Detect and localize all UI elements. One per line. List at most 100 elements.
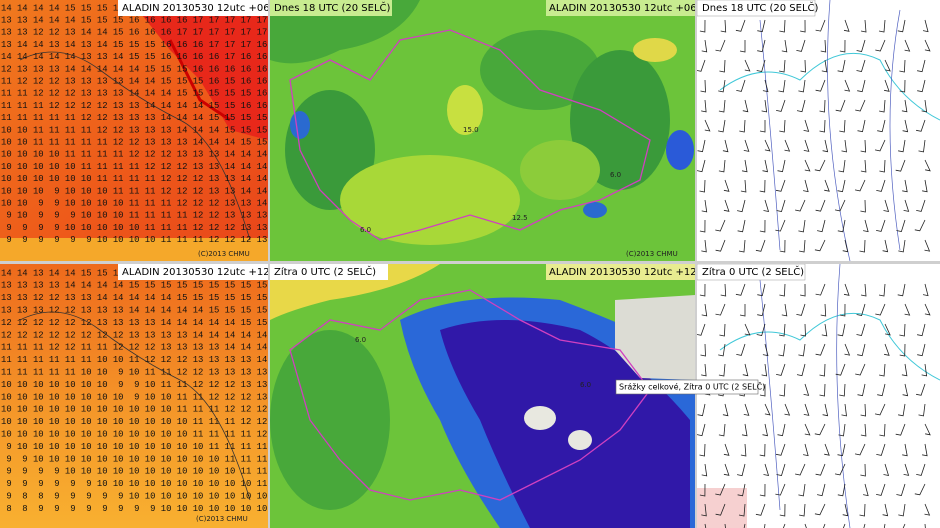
wind-barb	[759, 179, 766, 193]
wind-barb	[921, 99, 928, 113]
wind-barb	[715, 503, 726, 516]
wind-barb	[718, 423, 726, 437]
wind-barb	[860, 199, 866, 213]
wind-barb	[715, 219, 726, 232]
wind-barb	[795, 199, 806, 212]
wind-barb	[860, 463, 866, 477]
wind-barb	[883, 463, 890, 477]
wind-barb	[924, 503, 931, 516]
wind-barb	[918, 139, 926, 153]
wind-barb	[841, 403, 847, 417]
wind-barb	[701, 39, 708, 53]
wind-barb	[700, 79, 706, 93]
wind-barb	[701, 503, 707, 517]
contour-label: 6.0	[360, 226, 371, 234]
wind-barb	[744, 323, 751, 336]
grid-row: 13 13 14 14 14 15 15 15 16 16 16 16 17 1…	[1, 16, 267, 26]
wind-barb	[901, 99, 908, 113]
wind-barb	[759, 120, 766, 133]
wind-barb	[720, 19, 727, 33]
contour-label: 6.0	[610, 171, 621, 179]
grid-row: 11 11 11 11 11 11 10 10 11 12 12 12 13 1…	[1, 355, 267, 365]
wind-barb	[843, 19, 850, 32]
wind-barb	[859, 239, 866, 253]
wind-barb	[860, 283, 867, 297]
grid-row: 10 10 10 10 10 10 11 11 11 11 12 12 12 1…	[1, 174, 267, 184]
wind-barb	[700, 343, 706, 357]
wind-barb	[699, 483, 706, 497]
grid-row: 10 10 10 10 10 10 10 10 10 10 10 10 11 1…	[1, 430, 267, 440]
wind-barb	[718, 159, 726, 173]
wind-barb	[803, 179, 809, 193]
wind-barb	[876, 443, 886, 456]
wind-barb	[799, 503, 806, 517]
wind-barb	[839, 119, 846, 133]
wind-barb	[798, 219, 806, 233]
rain-area	[270, 330, 390, 510]
wind-barb	[762, 343, 769, 357]
wind-barb	[756, 323, 766, 336]
wind-barb	[899, 59, 906, 73]
wind-barb	[815, 463, 826, 476]
wind-barb	[879, 423, 886, 437]
wind-barb	[916, 119, 926, 132]
wind-barb	[755, 503, 766, 516]
wind-barb	[901, 363, 908, 377]
wind-barb	[854, 443, 866, 456]
wind-barb	[917, 343, 926, 357]
wind-barb	[843, 283, 850, 296]
wind-barb	[722, 403, 729, 417]
wind-barb	[697, 323, 706, 336]
wind-barb	[875, 39, 886, 52]
grid-row: 13 13 12 12 13 14 14 15 16 16 16 17 17 1…	[1, 28, 267, 38]
wind-barb	[879, 159, 886, 173]
wind-barb	[781, 39, 788, 53]
wind-barb	[841, 139, 847, 153]
wind-barb	[902, 383, 909, 397]
heat-area	[0, 238, 268, 261]
grid-row: 13 13 13 12 12 13 13 13 14 14 14 14 14 1…	[1, 306, 267, 316]
wind-barb	[776, 463, 786, 476]
wind-barb	[842, 239, 849, 253]
wind-barb	[701, 199, 708, 213]
wind-barb	[718, 363, 726, 377]
wind-barb	[895, 159, 906, 172]
wind-barb	[876, 179, 886, 192]
grid-row: 9 8 8 9 9 9 9 9 10 10 10 10 10 10 10 10 …	[1, 492, 267, 502]
wind-barb	[735, 283, 746, 296]
wind-barb	[822, 403, 829, 417]
isoline	[759, 0, 901, 261]
wind-barb	[798, 483, 806, 497]
wind-barb	[699, 179, 706, 193]
wind-barb	[878, 19, 886, 33]
grid-row: 8 8 9 9 9 9 9 9 9 9 10 10 10 10 10 10 10	[1, 504, 267, 514]
wind-barb	[884, 79, 890, 92]
panel-header: ALADIN 20130530 12utc +06h	[122, 3, 276, 14]
wind-barb	[779, 503, 786, 517]
wind-barb	[701, 99, 707, 113]
wind-barb	[775, 443, 786, 456]
wind-barb	[803, 403, 810, 416]
tooltip: Srážky celkové, Zítra 0 UTC (2 SELČ)	[615, 379, 765, 395]
grid-row: 10 10 10 10 10 10 10 10 10 10 10 10 11 1…	[1, 417, 267, 427]
wind-barb	[800, 59, 806, 73]
wind-barb	[904, 39, 911, 52]
wind-barb	[722, 139, 729, 153]
wind-barb	[902, 443, 908, 457]
grid-row: 14 14 14 14 14 13 13 14 15 15 16 16 16 1…	[1, 52, 267, 62]
wind-barb	[882, 503, 889, 517]
copyright: (C)2013 CHMU	[196, 515, 248, 523]
wind-barb	[815, 343, 826, 356]
wind-barb	[796, 99, 806, 113]
grid-row: 12 12 12 12 12 12 12 12 13 13 13 13 14 1…	[1, 330, 267, 340]
wind-barb	[896, 219, 906, 232]
wind-barb	[715, 39, 726, 52]
wind-barb	[699, 283, 706, 297]
wind-barb	[821, 59, 828, 73]
wind-barb	[838, 159, 846, 173]
border-line	[19, 51, 251, 241]
grid-row: 12 12 12 12 12 12 13 13 13 13 14 14 14 1…	[1, 318, 267, 328]
grid-row: 10 10 10 10 10 10 10 9 9 10 11 11 12 12 …	[1, 380, 267, 390]
panel-background	[697, 0, 940, 261]
wind-barb	[860, 159, 867, 173]
